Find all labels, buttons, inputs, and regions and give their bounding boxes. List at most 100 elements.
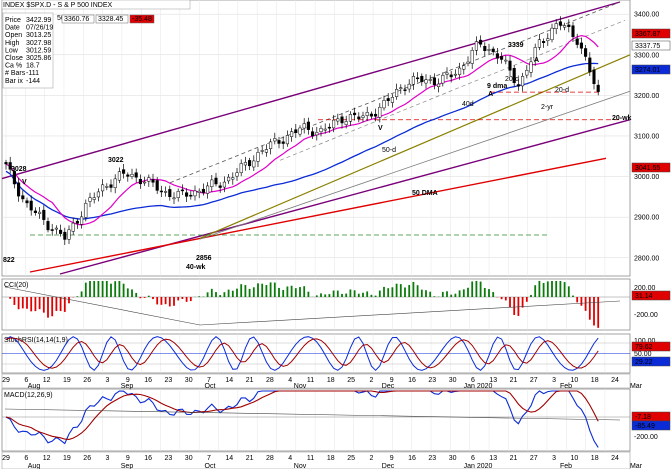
candle-body: [466, 61, 470, 64]
stoch-value-box-2: [631, 356, 671, 367]
header-bar-label: 50: [57, 15, 65, 22]
x-day-label: 21: [246, 377, 254, 384]
header-low-value: 3328.45: [98, 16, 123, 23]
x-day-label: 18: [591, 377, 599, 384]
candle-body: [126, 174, 130, 177]
x-month-label: Mar: [630, 383, 643, 390]
candle-body: [164, 191, 168, 193]
main-y-tick: 3400.00: [634, 12, 659, 19]
x-day-label: 28: [266, 377, 274, 384]
candle-body: [63, 231, 67, 240]
candle-body: [50, 229, 54, 231]
cci-value: 31.14: [635, 293, 653, 300]
candle-body: [571, 25, 575, 38]
x-day-label-bottom: 6: [24, 455, 28, 462]
macd-value-2: -85.49: [635, 423, 655, 430]
x-month-label-bottom: Oct: [205, 463, 216, 469]
x-day-label-bottom: 30: [449, 455, 457, 462]
candle-body: [542, 41, 546, 43]
x-day-label: 12: [43, 377, 51, 384]
x-day-label: 6: [471, 377, 475, 384]
info-key: Close: [5, 55, 23, 62]
candle-body: [122, 169, 126, 174]
candle-body: [193, 190, 197, 197]
candle-body: [516, 84, 520, 87]
x-day-label-bottom: 25: [347, 455, 355, 462]
macd-value-box-2: [631, 420, 671, 431]
candle-body: [411, 76, 415, 85]
info-value: 3025.86: [26, 55, 51, 62]
stoch-title: StochRSI(14,14(1,9): [4, 337, 68, 344]
candle-body: [235, 172, 239, 177]
x-day-label-bottom: 10: [571, 455, 579, 462]
candle-body: [596, 84, 600, 92]
candle-body: [25, 200, 29, 204]
x-month-label: Aug: [28, 383, 41, 390]
stoch-value-1: 79.62: [635, 344, 653, 351]
candle-body: [386, 98, 390, 101]
candle-body: [8, 162, 12, 170]
x-day-label: 9: [390, 377, 394, 384]
candle-body: [344, 121, 348, 125]
forty-week-ma-line: [29, 157, 607, 273]
candle-body: [29, 200, 33, 211]
candle-body: [269, 141, 273, 149]
candle-body: [546, 38, 550, 41]
candle-body: [172, 197, 176, 200]
x-day-label-bottom: 7: [207, 455, 211, 462]
candle-body: [453, 73, 457, 76]
stoch-y-tick: 50.00: [634, 351, 652, 358]
candle-body: [113, 178, 117, 188]
cci-y-tick: 200.00: [634, 285, 656, 292]
x-day-label-bottom: 18: [327, 455, 335, 462]
candle-body: [42, 209, 46, 220]
candle-body: [315, 132, 319, 136]
info-key: Price: [5, 17, 21, 24]
x-day-label-bottom: 30: [185, 455, 193, 462]
x-day-label-bottom: 3: [106, 455, 110, 462]
x-month-label: Jan 2020: [464, 383, 493, 390]
x-month-label: Feb: [560, 383, 572, 390]
x-day-label: 18: [327, 377, 335, 384]
candle-body: [500, 56, 504, 60]
candle-body: [550, 27, 554, 41]
candle-body: [75, 220, 79, 224]
x-axis-band-mid: [1, 373, 631, 389]
annotation-20d-b: 20-d: [555, 87, 569, 94]
candle-body: [340, 116, 344, 124]
x-day-label-bottom: 11: [307, 455, 314, 462]
candle-body: [558, 21, 562, 26]
candle-body: [277, 140, 281, 144]
price-box-label: 3367.87: [635, 31, 660, 38]
x-day-label-bottom: 9: [126, 455, 130, 462]
candle-body: [117, 171, 121, 181]
info-value: -144: [26, 78, 40, 85]
candle-body: [483, 46, 487, 51]
header-change-box: [129, 14, 155, 24]
candle-body: [222, 181, 226, 188]
candle-body: [210, 179, 214, 187]
annotation-40d: 40d: [462, 101, 474, 108]
candle-body: [504, 59, 508, 62]
candle-body: [285, 135, 289, 145]
candle-body: [399, 87, 403, 89]
info-value: 3012.59: [26, 47, 51, 54]
candle-body: [197, 190, 201, 193]
macd-trend-line: [4, 408, 621, 421]
candle-body: [395, 89, 399, 97]
nine-dma-line: [5, 34, 599, 226]
candle-body: [529, 61, 533, 73]
macd-panel: [1, 388, 631, 452]
annotation-v2: V: [378, 125, 383, 132]
main-y-tick: 3000.00: [634, 174, 659, 181]
candle-body: [138, 178, 142, 185]
candle-body: [584, 48, 588, 57]
candle-body: [159, 190, 163, 193]
x-day-label-bottom: 13: [489, 455, 497, 462]
candle-body: [176, 191, 180, 199]
price-box: [631, 40, 671, 51]
info-key: High: [5, 40, 20, 47]
info-value: 18.7: [26, 63, 40, 70]
candle-body: [537, 39, 541, 48]
